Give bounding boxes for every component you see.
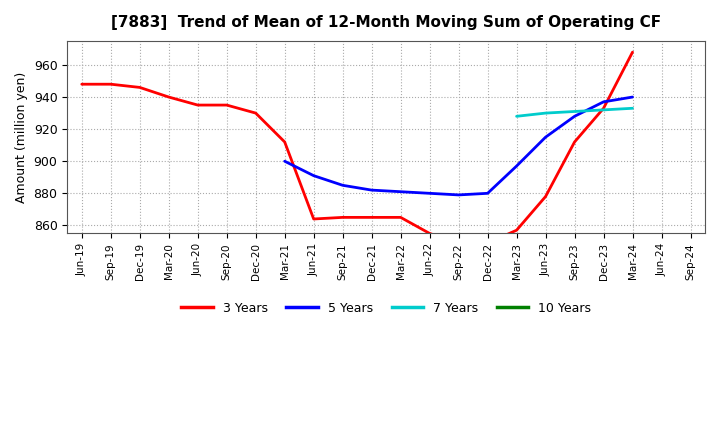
- Y-axis label: Amount (million yen): Amount (million yen): [15, 72, 28, 203]
- Legend: 3 Years, 5 Years, 7 Years, 10 Years: 3 Years, 5 Years, 7 Years, 10 Years: [176, 297, 596, 319]
- Title: [7883]  Trend of Mean of 12-Month Moving Sum of Operating CF: [7883] Trend of Mean of 12-Month Moving …: [111, 15, 661, 30]
